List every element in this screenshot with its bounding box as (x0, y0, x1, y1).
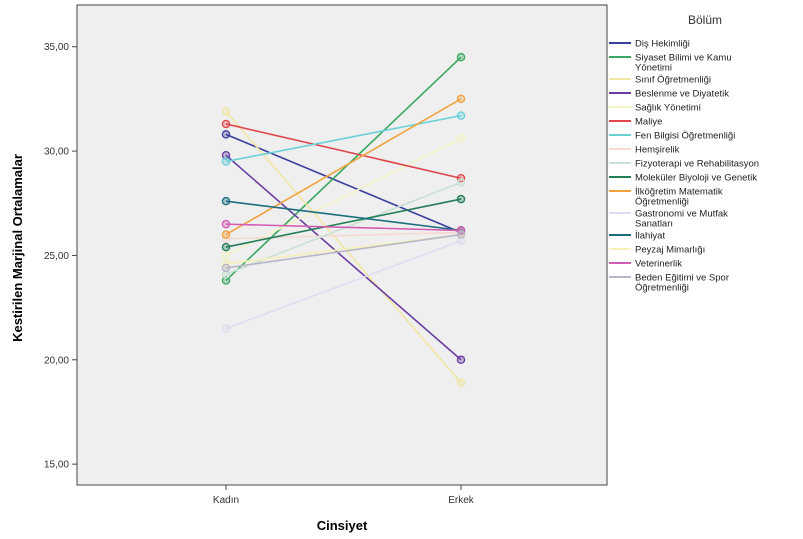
series-line (225, 198, 462, 248)
legend-label: Beslenme ve Diyatetik (635, 89, 729, 100)
legend-label: Öğretmenliği (635, 197, 689, 208)
data-point (221, 107, 231, 116)
data-point (456, 378, 466, 387)
legend-label: Maliye (635, 117, 662, 128)
series-group (221, 236, 466, 333)
y-axis-title: Kestirilen Marjinal Ortalamalar (10, 154, 25, 342)
legend-item: Beslenme ve Diyatetik (609, 89, 729, 100)
legend: Diş Hekimliği Siyaset Bilimi ve KamuYönet… (609, 39, 759, 294)
series-line (225, 114, 462, 163)
series-group (221, 111, 466, 166)
legend-label: İlköğretim Matematik (635, 187, 723, 198)
legend-item: Veterinerlik (609, 259, 682, 270)
x-tick-label: Erkek (448, 495, 475, 506)
legend-item: Maliye (609, 117, 662, 128)
data-point (221, 251, 231, 260)
legend-label: Diş Hekimliği (635, 39, 690, 50)
series-group (221, 194, 466, 252)
series-line (225, 200, 462, 232)
series-group (221, 134, 466, 260)
series-line (225, 137, 462, 257)
legend-label: Hemşirelik (635, 145, 680, 156)
legend-label: Fen Bilgisi Öğretmenliği (635, 131, 735, 142)
data-point (221, 324, 231, 333)
series-group (221, 94, 466, 239)
data-point (221, 130, 231, 139)
series-line (225, 223, 462, 232)
data-point (456, 134, 466, 143)
y-tick-label: 30,00 (44, 147, 69, 158)
data-point (221, 157, 231, 166)
series-group (221, 52, 466, 285)
legend-label: Sanatları (635, 219, 673, 230)
series-layer (221, 52, 466, 387)
y-tick-label: 25,00 (44, 251, 69, 262)
data-point (456, 230, 466, 239)
data-point (221, 119, 231, 129)
x-axis-title: Cinsiyet (317, 518, 368, 533)
series-group (221, 196, 466, 235)
series-line (225, 133, 462, 234)
series-line (225, 98, 462, 236)
data-point (221, 219, 231, 229)
legend-label: Veterinerlik (635, 259, 682, 270)
series-line (225, 123, 462, 179)
data-point (221, 276, 231, 285)
legend-item: Hemşirelik (609, 145, 680, 156)
legend-item: İlahiyat (609, 231, 665, 242)
y-axis: 15,00 20,00 25,00 30,00 35,00 (44, 42, 77, 471)
data-point (456, 236, 466, 246)
legend-item: Diş Hekimliği (609, 39, 690, 50)
data-point (221, 151, 231, 160)
legend-label: Sınıf Öğretmenliği (635, 75, 711, 86)
data-point (456, 52, 466, 62)
legend-label: İlahiyat (635, 231, 665, 242)
legend-item: Sınıf Öğretmenliği (609, 75, 711, 86)
legend-label: Peyzaj Mimarlığı (635, 245, 705, 256)
legend-label: Yönetimi (635, 63, 672, 74)
series-line (225, 154, 462, 361)
legend-label: Moleküler Biyoloji ve Genetik (635, 173, 757, 184)
data-point (456, 94, 466, 104)
series-group (221, 230, 466, 273)
x-tick-label: Kadın (213, 495, 239, 506)
legend-label: Gastronomi ve Mutfak (635, 209, 728, 220)
series-line (225, 231, 462, 240)
series-group (221, 151, 466, 365)
data-point (221, 269, 231, 279)
series-line (225, 240, 462, 330)
series-line (225, 110, 462, 384)
x-axis: Kadın Erkek (213, 485, 475, 506)
data-point (221, 196, 231, 206)
data-point (456, 355, 466, 365)
legend-label: Siyaset Bilimi ve Kamu (635, 53, 732, 64)
legend-item: Fen Bilgisi Öğretmenliği (609, 131, 735, 142)
series-line (225, 233, 462, 269)
data-point (221, 263, 231, 273)
data-point (221, 242, 231, 252)
data-point (456, 178, 466, 187)
series-line (225, 56, 462, 282)
legend-title: Bölüm (688, 13, 722, 27)
y-tick-label: 20,00 (44, 355, 69, 366)
legend-item: Sağlık Yönetimi (609, 103, 701, 114)
data-point (456, 194, 466, 204)
y-tick-label: 15,00 (44, 460, 69, 471)
data-point (456, 111, 466, 120)
data-point (221, 230, 231, 239)
legend-label: Öğretmenliği (635, 283, 689, 294)
legend-label: Sağlık Yönetimi (635, 103, 701, 114)
y-tick-label: 35,00 (44, 42, 69, 53)
legend-label: Beden Eğitimi ve Spor (635, 273, 729, 284)
legend-item: Moleküler Biyoloji ve Genetik (609, 173, 757, 184)
legend-item: Fizyoterapi ve Rehabilitasyon (609, 159, 759, 170)
series-group (221, 107, 466, 387)
legend-item: Peyzaj Mimarlığı (609, 245, 705, 256)
legend-label: Fizyoterapi ve Rehabilitasyon (635, 159, 759, 170)
